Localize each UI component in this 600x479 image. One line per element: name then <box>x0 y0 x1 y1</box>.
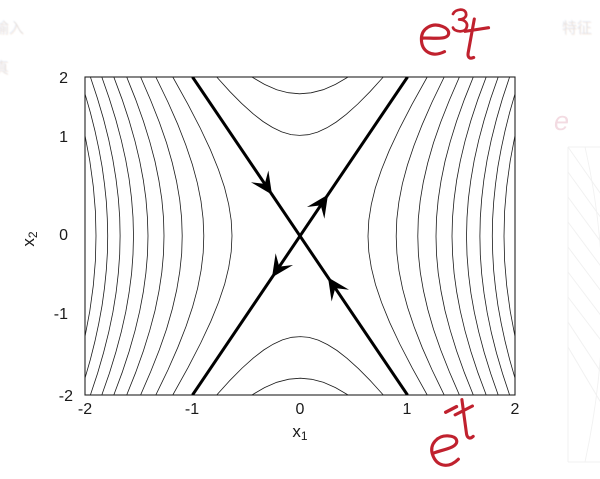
svg-text:0: 0 <box>296 401 305 418</box>
svg-text:真: 真 <box>0 59 9 77</box>
svg-text:e: e <box>554 106 569 136</box>
svg-text:-1: -1 <box>54 306 68 323</box>
svg-text:-2: -2 <box>78 401 92 418</box>
svg-text:x2: x2 <box>19 231 40 247</box>
svg-text:-1: -1 <box>185 401 199 418</box>
svg-text:2: 2 <box>511 401 520 418</box>
svg-text:0: 0 <box>59 227 68 244</box>
svg-text:-2: -2 <box>59 388 73 405</box>
svg-text:特征: 特征 <box>562 20 592 37</box>
svg-text:x1: x1 <box>292 422 308 443</box>
svg-text:输入: 输入 <box>0 20 24 37</box>
svg-text:1: 1 <box>403 401 412 418</box>
svg-text:1: 1 <box>59 129 68 146</box>
svg-text:2: 2 <box>59 70 68 87</box>
